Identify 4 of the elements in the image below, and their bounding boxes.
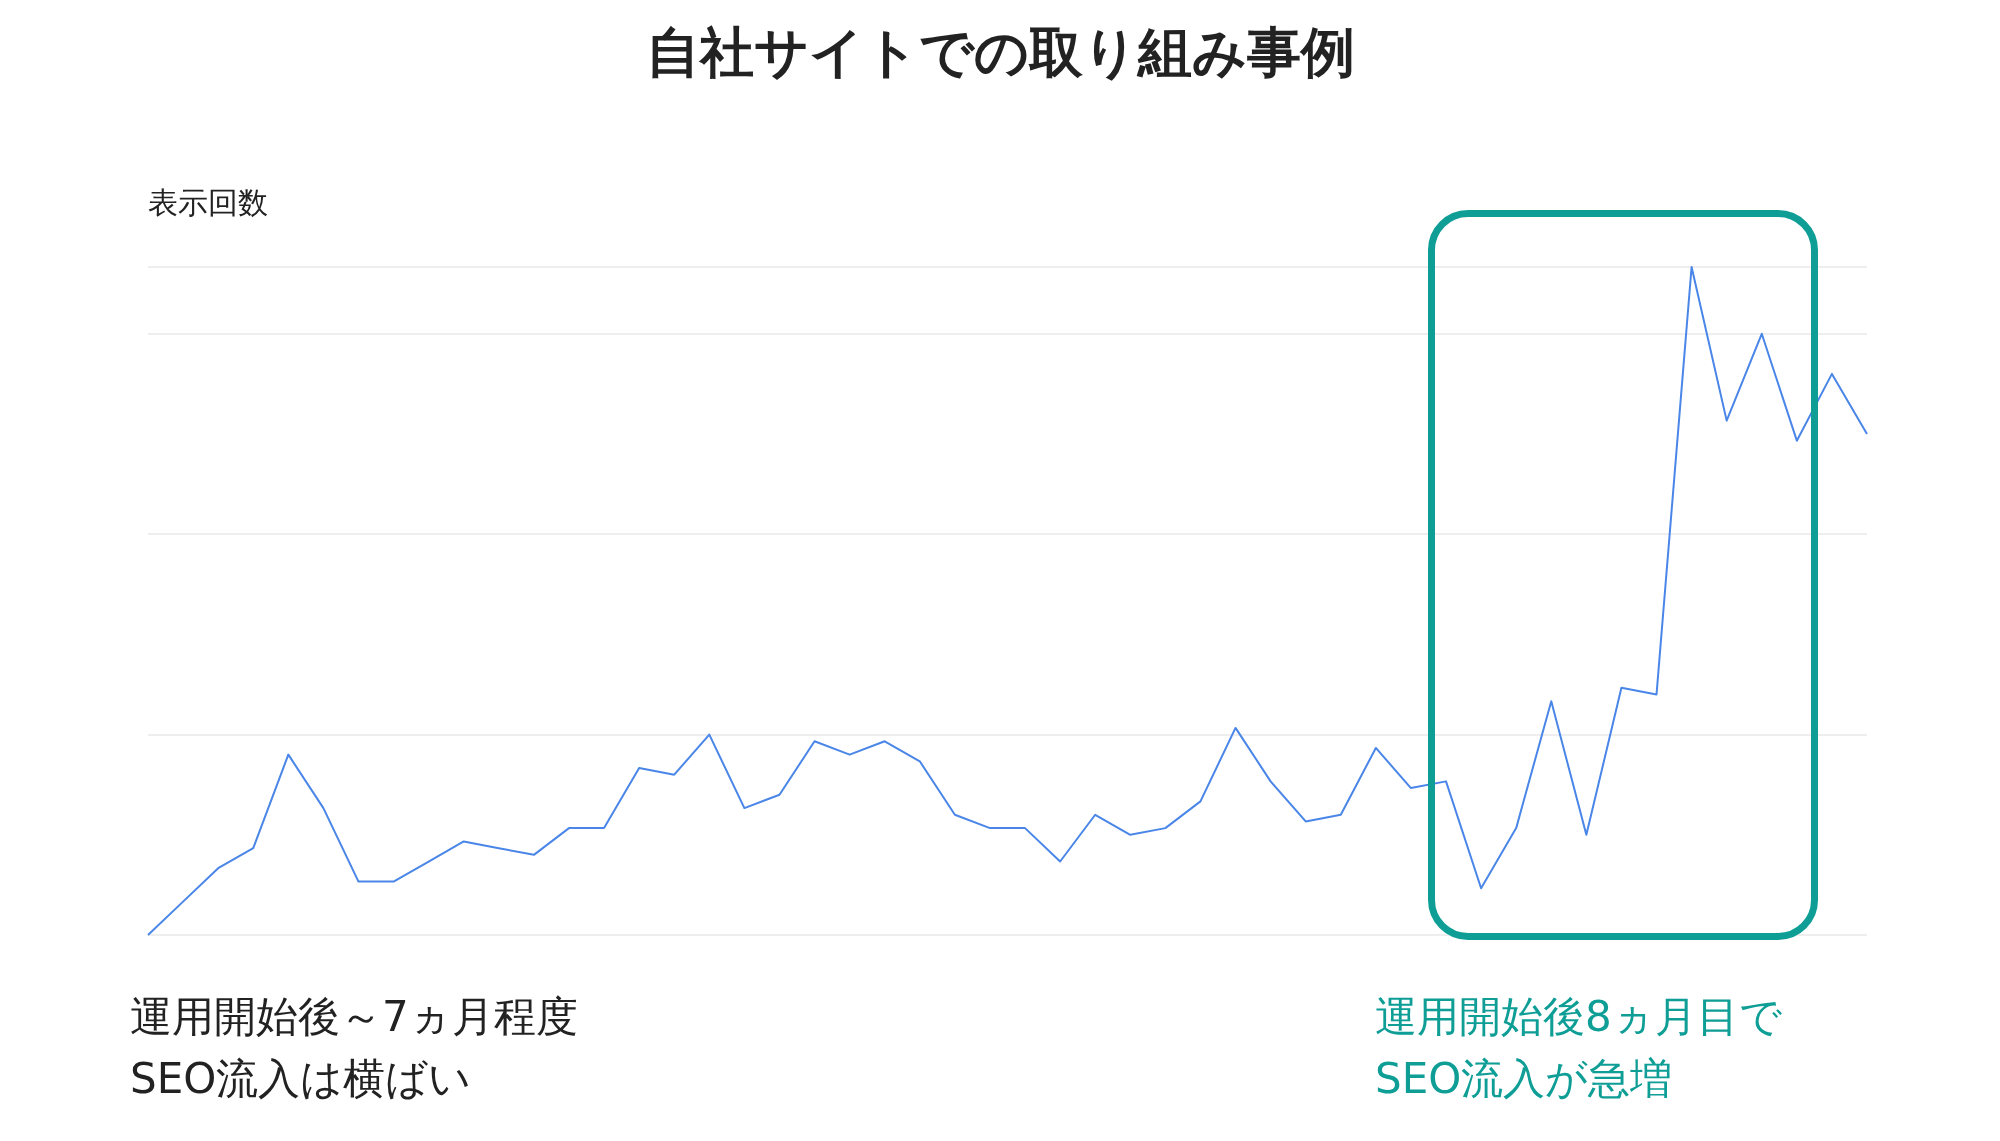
chart-title: 自社サイトでの取り組み事例 [645,20,1355,84]
y-axis-title: 表示回数 [148,184,268,220]
text: 運用開始後8ヵ月目で SEO流入が急増 [1375,991,1782,1103]
text: 運用開始後～7ヵ月程度 SEO流入は横ばい [130,991,578,1103]
